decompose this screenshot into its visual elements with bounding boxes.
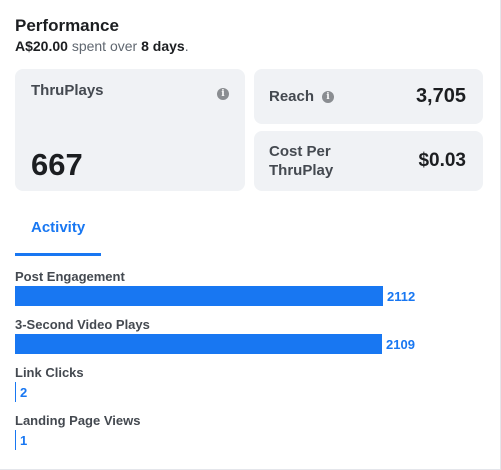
- spend-summary: A$20.00 spent over 8 days.: [15, 38, 189, 54]
- activity-count: 2109: [386, 337, 415, 352]
- activity-row-label: Landing Page Views: [15, 413, 141, 428]
- info-icon[interactable]: i: [322, 91, 334, 103]
- thruplays-label: ThruPlays: [31, 82, 104, 99]
- cost-per-thruplay-card: Cost Per ThruPlay $0.03: [254, 131, 483, 191]
- activity-bar: [15, 382, 16, 402]
- activity-count: 1: [20, 433, 28, 448]
- reach-value: 3,705: [415, 85, 466, 107]
- activity-count: 2: [20, 385, 28, 400]
- activity-row-label: Post Engagement: [15, 269, 125, 284]
- activity-row-label: Link Clicks: [15, 365, 84, 380]
- tab-activity-label: Activity: [31, 219, 86, 236]
- activity-bar: [15, 286, 383, 306]
- spent-days: 8 days: [141, 38, 185, 54]
- reach-card: Reach i 3,705: [254, 69, 483, 124]
- cost-value: $0.03: [418, 150, 466, 171]
- reach-label: Reach: [269, 88, 315, 105]
- activity-bar: [15, 430, 16, 450]
- spent-amount: A$20.00: [15, 38, 68, 54]
- panel-title: Performance: [15, 16, 119, 35]
- activity-count: 2112: [387, 289, 416, 304]
- activity-row-label: 3-Second Video Plays: [15, 317, 150, 332]
- cost-label-line1: Cost Per: [269, 143, 331, 160]
- thruplays-value: 667: [31, 147, 83, 182]
- tab-activity[interactable]: Activity: [15, 210, 101, 256]
- cost-label-line2: ThruPlay: [269, 162, 334, 179]
- info-icon[interactable]: i: [217, 88, 229, 100]
- spent-middle-text: spent over: [67, 38, 142, 54]
- thruplays-card: ThruPlays i 667: [15, 69, 245, 191]
- spent-end-text: .: [184, 38, 189, 54]
- activity-bar: [15, 334, 382, 354]
